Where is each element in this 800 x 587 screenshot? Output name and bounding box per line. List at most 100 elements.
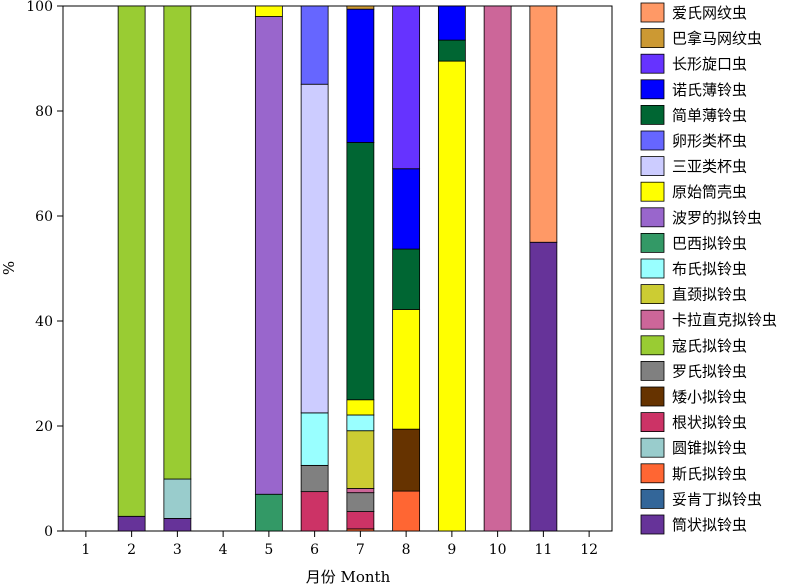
- legend-label: 筒状拟铃虫: [672, 516, 747, 534]
- bar-segment: [392, 309, 421, 430]
- legend-label: 妥肯丁拟铃虫: [672, 490, 762, 508]
- bar-segment: [163, 5, 192, 480]
- bar-segment: [437, 60, 466, 532]
- legend-swatch: [640, 386, 665, 407]
- legend-label: 根状拟铃虫: [672, 414, 747, 432]
- bar-segment: [300, 412, 329, 466]
- x-tick-label: 2: [127, 542, 136, 558]
- legend-swatch: [640, 514, 665, 535]
- legend-swatch: [640, 79, 665, 100]
- bar-segment: [300, 491, 329, 532]
- bar-segment: [300, 464, 329, 493]
- x-tick-label: 9: [447, 542, 456, 558]
- legend-label: 长形旋口虫: [672, 55, 747, 73]
- bar-segment: [346, 511, 375, 530]
- legend-label: 爱氏网纹虫: [672, 4, 747, 22]
- bar-segment: [392, 490, 421, 532]
- bar-segment: [254, 493, 283, 532]
- y-tick-label: 0: [44, 524, 53, 540]
- bar-segment: [346, 430, 375, 489]
- legend-label: 矮小拟铃虫: [672, 388, 747, 406]
- x-tick-label: 6: [310, 542, 319, 558]
- bar-segment: [163, 518, 192, 532]
- bar-segment: [346, 8, 375, 143]
- legend-label: 波罗的拟铃虫: [672, 209, 762, 227]
- legend-swatch: [640, 130, 665, 151]
- legend-swatch: [640, 181, 665, 202]
- plot-frame: [62, 5, 613, 532]
- legend-label: 巴拿马网纹虫: [672, 30, 762, 48]
- legend-swatch: [640, 28, 665, 49]
- x-tick-label: 12: [580, 542, 598, 558]
- legend-label: 布氏拟铃虫: [672, 260, 747, 278]
- legend-swatch: [640, 284, 665, 305]
- legend-label: 巴西拟铃虫: [672, 234, 747, 252]
- bar-segment: [529, 5, 558, 243]
- legend-label: 寇氏拟铃虫: [672, 337, 747, 355]
- legend-swatch: [640, 360, 665, 381]
- y-tick-label: 60: [35, 209, 53, 225]
- legend-label: 罗氏拟铃虫: [672, 362, 747, 380]
- bar-segment: [346, 142, 375, 401]
- x-tick-label: 11: [534, 542, 552, 558]
- legend-swatch: [640, 105, 665, 125]
- bar-segment: [483, 5, 512, 532]
- bar-segment: [346, 414, 375, 432]
- plot-area: [62, 5, 613, 532]
- y-tick-label: 40: [35, 314, 53, 330]
- bar-segment: [437, 39, 466, 62]
- x-tick-label: 1: [81, 542, 90, 558]
- bar-segment: [392, 168, 421, 250]
- bar-segment: [392, 248, 421, 310]
- legend-label: 三亚类杯虫: [672, 158, 747, 176]
- bar-segment: [254, 5, 283, 17]
- legend-label: 卵形类杯虫: [672, 132, 747, 150]
- legend-swatch: [640, 232, 665, 253]
- bar-segment: [300, 83, 329, 414]
- legend-label: 直颈拟铃虫: [672, 286, 747, 304]
- legend-swatch: [640, 258, 665, 279]
- bars: [117, 5, 558, 532]
- bar-segment: [392, 5, 421, 170]
- legend-swatch: [640, 53, 665, 74]
- bar-segment: [437, 5, 466, 41]
- y-tick-label: 80: [35, 104, 53, 120]
- legend-label: 简单薄铃虫: [672, 106, 747, 124]
- bar-segment: [254, 16, 283, 495]
- legend-swatch: [640, 309, 665, 330]
- x-tick-label: 3: [173, 542, 182, 558]
- bar-segment: [529, 241, 558, 532]
- legend-swatch: [640, 463, 665, 484]
- legend-swatch: [640, 207, 665, 228]
- legend-swatch: [640, 156, 665, 177]
- legend-label: 诺氏薄铃虫: [672, 81, 747, 99]
- bar-segment: [117, 5, 146, 517]
- legend-swatch: [640, 412, 665, 433]
- legend-swatch: [640, 488, 665, 509]
- legend-label: 圆锥拟铃虫: [672, 439, 747, 457]
- bar-segment: [117, 515, 146, 532]
- x-tick-label: 10: [489, 542, 507, 558]
- legend-label: 斯氏拟铃虫: [672, 465, 747, 483]
- x-axis-title: 月份 Month: [306, 568, 391, 586]
- legend-swatch: [640, 437, 665, 458]
- x-tick-label: 4: [219, 542, 228, 558]
- x-tick-label: 5: [264, 542, 273, 558]
- legend-label: 原始筒壳虫: [672, 183, 747, 201]
- y-tick-label: 20: [35, 419, 53, 435]
- bar-segment: [346, 5, 375, 10]
- y-tick-label: 100: [26, 0, 53, 15]
- legend-label: 卡拉直克拟铃虫: [672, 311, 777, 329]
- bar-segment: [346, 399, 375, 416]
- legend: 爱氏网纹虫巴拿马网纹虫长形旋口虫诺氏薄铃虫简单薄铃虫卵形类杯虫三亚类杯虫原始筒壳…: [640, 2, 777, 535]
- bar-segment: [392, 428, 421, 492]
- bar-segment: [163, 478, 192, 519]
- legend-swatch: [640, 335, 665, 356]
- x-tick-label: 8: [402, 542, 411, 558]
- y-axis-title: %: [0, 261, 18, 275]
- x-tick-label: 7: [356, 542, 365, 558]
- bar-segment: [346, 492, 375, 512]
- bar-segment: [346, 488, 375, 494]
